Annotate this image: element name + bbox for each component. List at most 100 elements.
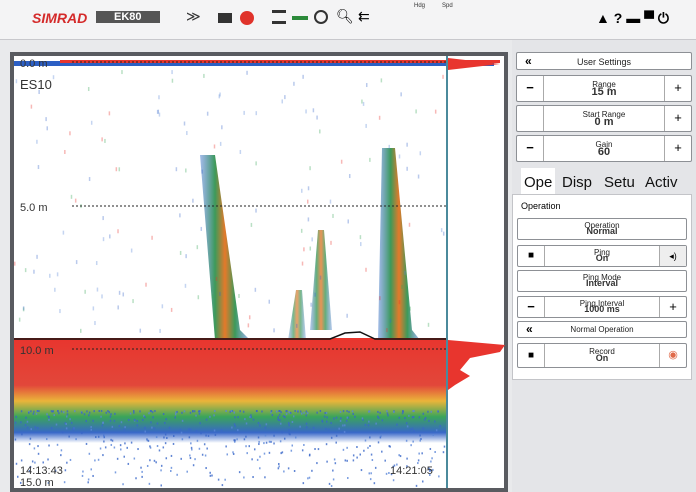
echo-speckle bbox=[165, 434, 167, 436]
echo-speckle bbox=[15, 422, 17, 424]
echo-speckle bbox=[444, 446, 446, 448]
echo-speckle bbox=[234, 425, 236, 427]
echo-speckle bbox=[252, 476, 254, 478]
echo-speckle bbox=[103, 237, 105, 241]
echo-speckle bbox=[21, 433, 23, 435]
echo-speckle bbox=[220, 142, 222, 146]
echo-speckle bbox=[173, 435, 175, 437]
record-icon[interactable] bbox=[240, 11, 254, 25]
echo-speckle bbox=[399, 154, 401, 158]
echo-speckle bbox=[246, 452, 248, 454]
echo-speckle bbox=[199, 422, 201, 424]
echo-speckle bbox=[219, 94, 221, 98]
echo-speckle bbox=[342, 424, 344, 426]
icon[interactable] bbox=[314, 10, 328, 24]
echo-speckle bbox=[56, 424, 58, 426]
echo-speckle bbox=[110, 420, 112, 422]
echo-speckle bbox=[154, 427, 156, 429]
icon[interactable] bbox=[272, 10, 286, 24]
echo-speckle bbox=[259, 467, 261, 469]
echo-speckle bbox=[199, 413, 201, 415]
tab[interactable]: Setu bbox=[604, 168, 635, 194]
echo-speckle bbox=[237, 429, 239, 431]
icon[interactable]: ≫ bbox=[186, 8, 201, 25]
echo-speckle bbox=[301, 229, 303, 233]
echo-speckle bbox=[424, 419, 426, 421]
echo-speckle bbox=[371, 454, 373, 456]
tab[interactable]: Disp bbox=[562, 168, 592, 194]
echo-speckle bbox=[309, 166, 311, 170]
echo-speckle bbox=[421, 452, 423, 454]
echo-speckle bbox=[63, 231, 65, 235]
echo-speckle bbox=[249, 445, 251, 447]
echo-speckle bbox=[332, 214, 334, 218]
echo-speckle bbox=[17, 476, 19, 478]
echo-speckle bbox=[427, 411, 429, 413]
echo-speckle bbox=[412, 428, 414, 430]
tab[interactable]: Ope bbox=[521, 168, 555, 194]
camera-icon[interactable] bbox=[218, 13, 232, 23]
operation-panel: Operation OperationNormal ■◂)PingOn Ping… bbox=[512, 194, 692, 380]
echo-speckle bbox=[34, 462, 36, 464]
icon[interactable]: ⇇ bbox=[358, 8, 370, 25]
echogram: 0.0 m ES10 5.0 m 10.0 m 14:13:43 15.0 m … bbox=[0, 40, 512, 492]
mode-button[interactable]: «Normal Operation bbox=[517, 321, 687, 338]
echo-speckle bbox=[306, 426, 308, 428]
echo-speckle bbox=[227, 453, 229, 455]
echo-speckle bbox=[109, 234, 111, 238]
echo-speckle bbox=[406, 143, 408, 147]
echo-speckle bbox=[130, 413, 132, 415]
echo-speckle bbox=[369, 158, 371, 162]
echo-speckle bbox=[145, 283, 147, 287]
echo-speckle bbox=[37, 445, 39, 447]
echo-speckle bbox=[123, 456, 125, 458]
echo-speckle bbox=[33, 270, 35, 274]
echo-speckle bbox=[353, 454, 355, 456]
echo-speckle bbox=[330, 241, 332, 245]
echo-speckle bbox=[326, 443, 328, 445]
echo-speckle bbox=[301, 413, 303, 415]
echo-speckle bbox=[124, 426, 126, 428]
echo-speckle bbox=[134, 458, 136, 460]
echo-speckle bbox=[256, 111, 258, 115]
echo-speckle bbox=[431, 457, 433, 459]
tab[interactable]: Activ bbox=[645, 168, 678, 194]
echo-speckle bbox=[257, 459, 259, 461]
echo-speckle bbox=[293, 82, 295, 86]
echo-speckle bbox=[157, 110, 159, 114]
echo-speckle bbox=[120, 444, 122, 446]
echo-speckle bbox=[19, 318, 21, 322]
echo-speckle bbox=[71, 422, 73, 424]
user-settings[interactable]: «User Settings bbox=[516, 52, 692, 70]
echo-speckle bbox=[102, 422, 104, 424]
icon[interactable]: 🔍︎ bbox=[336, 8, 354, 25]
echo-speckle bbox=[263, 442, 265, 444]
echo-speckle bbox=[251, 223, 253, 227]
echo-speckle bbox=[219, 292, 221, 296]
echo-speckle bbox=[280, 423, 282, 425]
echo-speckle bbox=[51, 427, 53, 429]
icon[interactable] bbox=[292, 16, 308, 20]
echo-speckle bbox=[253, 419, 255, 421]
seabed-echo bbox=[14, 338, 448, 443]
echo-speckle bbox=[88, 414, 90, 416]
echo-speckle bbox=[185, 284, 187, 288]
echo-speckle bbox=[244, 438, 246, 440]
echo-speckle bbox=[76, 260, 78, 264]
echo-speckle bbox=[321, 420, 323, 422]
icon[interactable]: ▲ ? ▬ ▀ ⏻ bbox=[596, 10, 669, 27]
echo-speckle bbox=[361, 100, 363, 104]
echo-speckle bbox=[264, 476, 266, 478]
echo-speckle bbox=[100, 448, 102, 450]
echo-speckle bbox=[170, 470, 172, 472]
echo-speckle bbox=[408, 415, 410, 417]
echo-speckle bbox=[269, 300, 271, 304]
